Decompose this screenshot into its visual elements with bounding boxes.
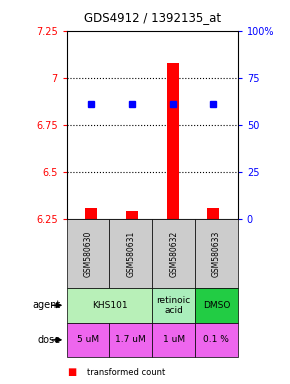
Bar bbox=[126, 211, 138, 219]
Text: GSM580631: GSM580631 bbox=[126, 230, 135, 276]
Text: 1 uM: 1 uM bbox=[163, 335, 185, 344]
Bar bbox=[85, 208, 97, 219]
Text: dose: dose bbox=[38, 335, 61, 345]
Text: DMSO: DMSO bbox=[203, 301, 230, 310]
Text: 5 uM: 5 uM bbox=[77, 335, 99, 344]
Text: ■: ■ bbox=[67, 367, 76, 377]
Text: GSM580630: GSM580630 bbox=[84, 230, 93, 276]
Text: GDS4912 / 1392135_at: GDS4912 / 1392135_at bbox=[84, 11, 221, 24]
Text: transformed count: transformed count bbox=[87, 368, 165, 377]
Text: GSM580633: GSM580633 bbox=[212, 230, 221, 276]
Text: retinoic
acid: retinoic acid bbox=[157, 296, 191, 315]
Bar bbox=[207, 208, 220, 219]
Text: KHS101: KHS101 bbox=[92, 301, 127, 310]
Text: GSM580632: GSM580632 bbox=[169, 230, 178, 276]
Text: agent: agent bbox=[33, 300, 61, 310]
Text: 0.1 %: 0.1 % bbox=[204, 335, 229, 344]
Text: 1.7 uM: 1.7 uM bbox=[115, 335, 146, 344]
Bar bbox=[166, 63, 179, 219]
